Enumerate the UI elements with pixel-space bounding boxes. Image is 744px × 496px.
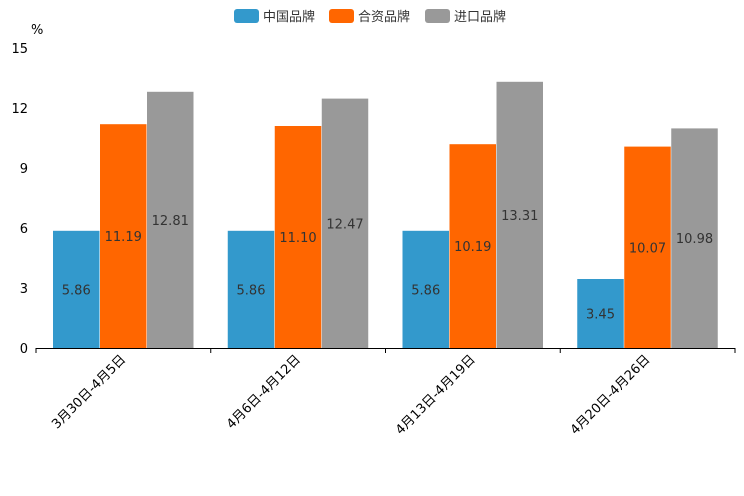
x-tick-label-1: 3月30日-4月5日 bbox=[49, 352, 129, 432]
data-label-2-3: 12.47 bbox=[326, 217, 363, 232]
y-tick-label-5: 12 bbox=[11, 102, 28, 117]
bar-1-3 bbox=[147, 91, 194, 349]
y-tick-label-3: 6 bbox=[20, 222, 28, 237]
bars: 5.86 11.19 12.81 5.86 11.10 12.47 5.86 10.19 13.… bbox=[53, 81, 718, 349]
bar-2-1 bbox=[227, 230, 275, 348]
x-tick-label-2: 4月6日-4月12日 bbox=[224, 352, 304, 432]
bar-2-3 bbox=[321, 98, 369, 348]
legend: 中国品牌 合资品牌 进口品牌 bbox=[234, 9, 506, 25]
bar-2-2 bbox=[274, 126, 322, 348]
bar-4-1 bbox=[577, 279, 624, 348]
bar-3-3 bbox=[496, 81, 543, 349]
bar-4-3 bbox=[671, 128, 718, 348]
bar-3-1 bbox=[402, 230, 449, 348]
legend-label-3: 进口品牌 bbox=[454, 9, 506, 25]
data-label-3-2: 10.19 bbox=[454, 240, 491, 255]
data-label-1-2: 11.19 bbox=[105, 230, 142, 245]
data-label-4-1: 3.45 bbox=[586, 308, 615, 323]
bar-1-2 bbox=[100, 124, 147, 348]
x-tick-label-3: 4月13日-4月19日 bbox=[393, 352, 479, 438]
data-label-3-1: 5.86 bbox=[411, 283, 440, 298]
bar-1-1 bbox=[53, 230, 100, 348]
legend-swatch-2 bbox=[329, 9, 354, 23]
y-axis: % 0 3 6 9 12 15 bbox=[11, 23, 43, 357]
legend-swatch-3 bbox=[425, 9, 450, 23]
legend-label-2: 合资品牌 bbox=[358, 9, 410, 25]
y-axis-unit: % bbox=[31, 23, 43, 38]
data-label-4-2: 10.07 bbox=[629, 241, 666, 256]
data-label-2-1: 5.86 bbox=[237, 283, 266, 298]
data-label-1-1: 5.86 bbox=[62, 283, 91, 298]
legend-swatch-1 bbox=[234, 9, 259, 23]
y-tick-label-2: 3 bbox=[20, 282, 28, 297]
bar-3-2 bbox=[449, 144, 496, 348]
bar-4-2 bbox=[624, 146, 671, 348]
x-axis: 3月30日-4月5日 4月6日-4月12日 4月13日-4月19日 4月20日-4月2… bbox=[35, 348, 736, 438]
data-label-2-2: 11.10 bbox=[279, 231, 316, 246]
y-tick-label-4: 9 bbox=[20, 162, 28, 177]
legend-label-1: 中国品牌 bbox=[263, 9, 315, 25]
data-label-4-3: 10.98 bbox=[676, 232, 713, 247]
y-tick-label-1: 0 bbox=[20, 342, 28, 357]
y-tick-label-6: 15 bbox=[11, 42, 28, 57]
x-tick-label-4: 4月20日-4月26日 bbox=[568, 352, 654, 438]
data-label-3-3: 13.31 bbox=[501, 209, 538, 224]
data-label-1-3: 12.81 bbox=[152, 214, 189, 229]
